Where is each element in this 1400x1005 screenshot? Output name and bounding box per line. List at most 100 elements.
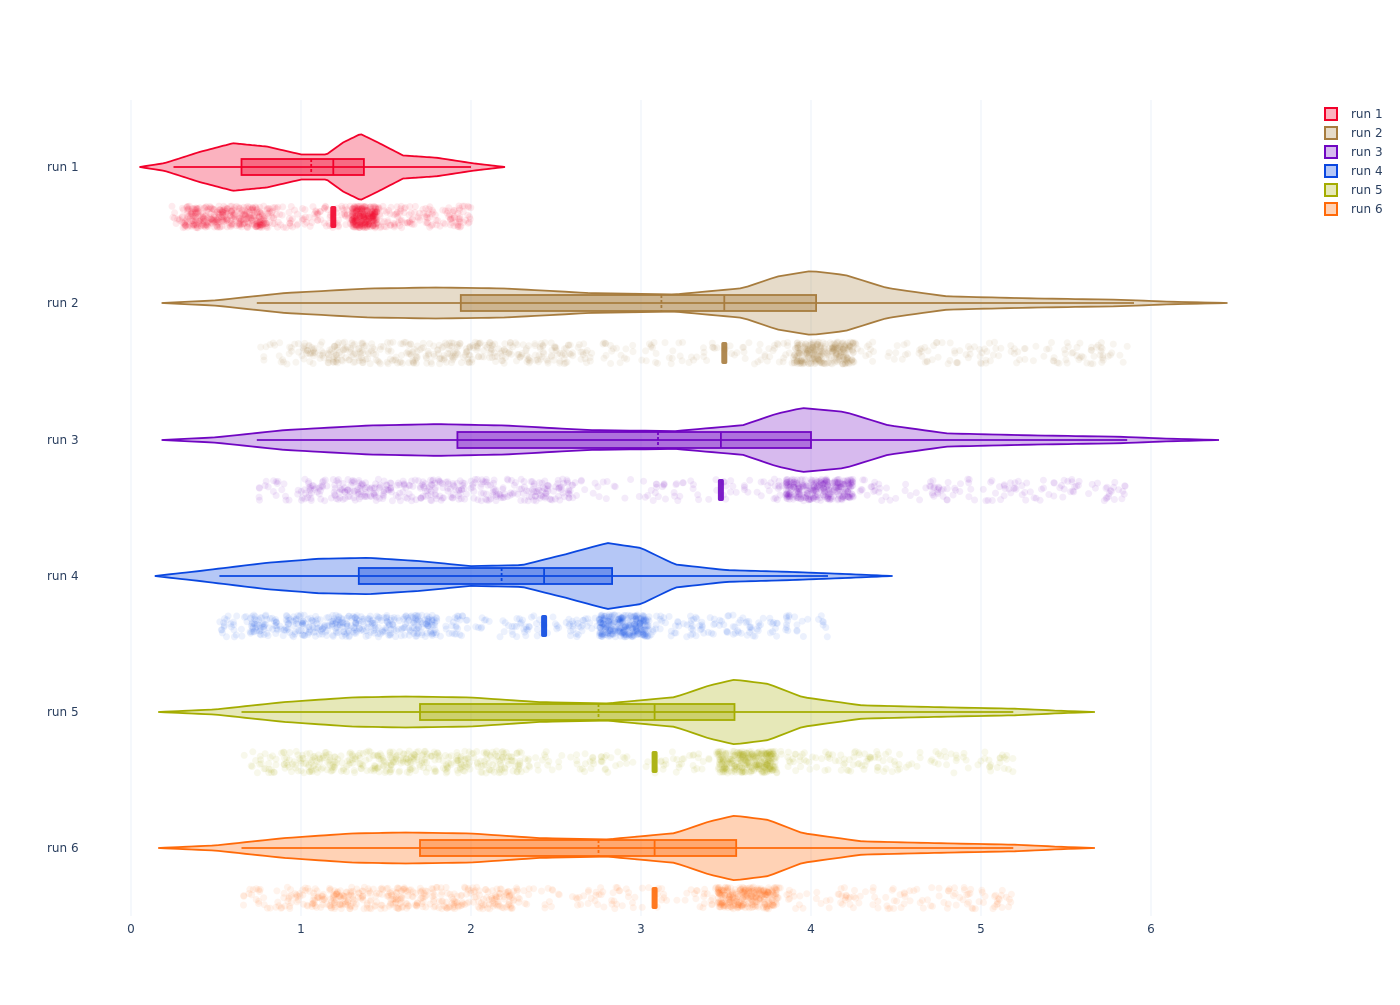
data-point [446, 340, 453, 347]
data-point [544, 762, 551, 769]
data-point [398, 224, 405, 231]
data-point [896, 751, 903, 758]
data-point [761, 353, 768, 360]
data-point [499, 754, 506, 761]
data-point [812, 754, 819, 761]
data-point [924, 358, 931, 365]
data-point [1124, 343, 1131, 350]
data-point [288, 768, 295, 775]
data-point [775, 341, 782, 348]
data-point [321, 622, 328, 629]
data-point [401, 624, 408, 631]
data-point [553, 344, 560, 351]
data-point [581, 486, 588, 493]
data-point [388, 204, 395, 211]
data-point [831, 340, 838, 347]
data-point [293, 615, 300, 622]
data-point [420, 340, 427, 347]
data-point [412, 633, 419, 640]
data-point [951, 350, 958, 357]
data-point [351, 630, 358, 637]
data-point [1091, 353, 1098, 360]
data-point [742, 355, 749, 362]
data-point [755, 762, 762, 769]
data-point [987, 357, 994, 364]
data-point [957, 480, 964, 487]
data-point [308, 768, 315, 775]
data-point [882, 894, 889, 901]
data-point [1038, 486, 1045, 493]
data-point [333, 759, 340, 766]
data-point [795, 493, 802, 500]
data-point [502, 619, 509, 626]
data-point [338, 768, 345, 775]
data-point [260, 894, 267, 901]
data-point [414, 618, 421, 625]
data-point [464, 212, 471, 219]
data-point [566, 621, 573, 628]
data-point [609, 631, 616, 638]
data-point [964, 476, 971, 483]
data-point [585, 887, 592, 894]
data-point [967, 486, 974, 493]
data-point [978, 360, 985, 367]
data-point [235, 204, 242, 211]
data-point [858, 486, 865, 493]
data-point [387, 632, 394, 639]
data-point [606, 623, 613, 630]
data-point [256, 761, 263, 768]
data-point [718, 618, 725, 625]
data-point [310, 360, 317, 367]
data-point [418, 759, 425, 766]
data-point [699, 622, 706, 629]
data-point [394, 615, 401, 622]
data-point [671, 489, 678, 496]
data-point [266, 219, 273, 226]
points-median-marker [541, 615, 547, 637]
data-point [348, 482, 355, 489]
data-point [590, 490, 597, 497]
data-point [555, 758, 562, 765]
data-point [397, 340, 404, 347]
data-point [545, 483, 552, 490]
data-point [1040, 353, 1047, 360]
data-point [513, 750, 520, 757]
data-point [403, 350, 410, 357]
data-point [756, 347, 763, 354]
data-point [1070, 349, 1077, 356]
data-point [652, 359, 659, 366]
data-point [522, 900, 529, 907]
data-point [580, 340, 587, 347]
data-point [916, 350, 923, 357]
data-point [311, 753, 318, 760]
data-point [426, 224, 433, 231]
data-point [623, 356, 630, 363]
data-point [323, 223, 330, 230]
data-point [404, 495, 411, 502]
data-point [718, 755, 725, 762]
data-point [465, 204, 472, 211]
data-point [804, 487, 811, 494]
data-point [390, 211, 397, 218]
data-point [470, 344, 477, 351]
data-point [997, 496, 1004, 503]
data-point [498, 766, 505, 773]
data-point [279, 356, 286, 363]
data-point [623, 760, 630, 767]
data-point [335, 629, 342, 636]
data-point [707, 614, 714, 621]
data-point [687, 620, 694, 627]
data-point [965, 343, 972, 350]
data-point [410, 483, 417, 490]
data-point [931, 759, 938, 766]
data-point [321, 205, 328, 212]
data-point [922, 484, 929, 491]
data-point [388, 348, 395, 355]
data-point [524, 627, 531, 634]
data-point [526, 354, 533, 361]
data-point [787, 759, 794, 766]
data-point [947, 339, 954, 346]
data-point [1040, 477, 1047, 484]
points-median-marker [652, 751, 658, 773]
data-point [412, 767, 419, 774]
